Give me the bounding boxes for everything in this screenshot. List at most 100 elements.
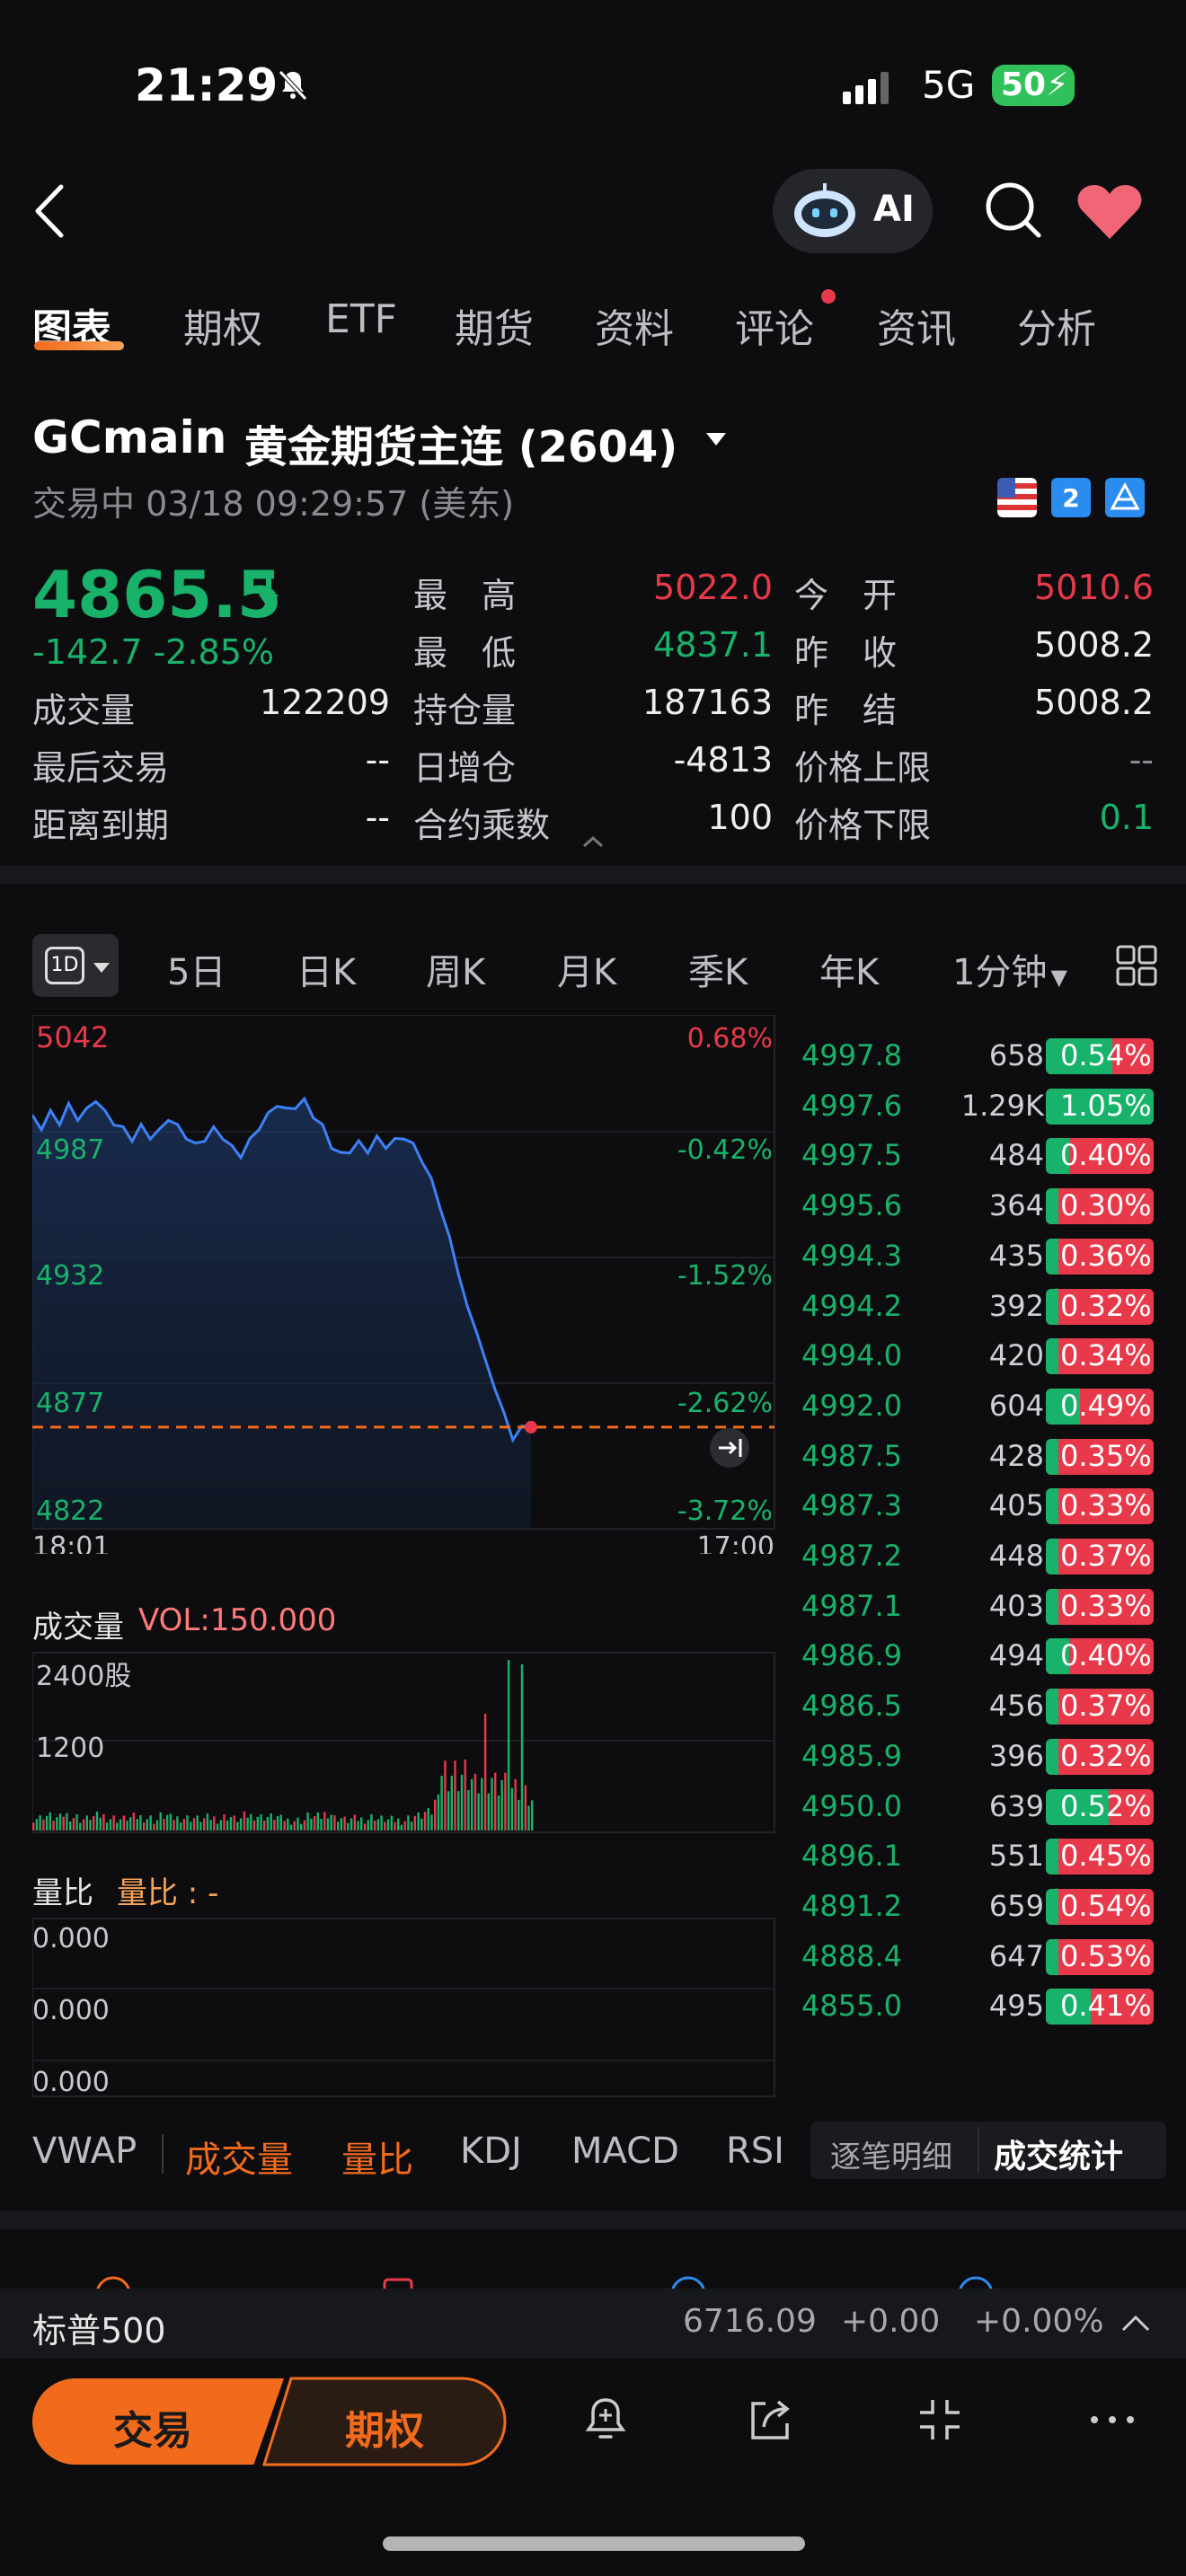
period-5d[interactable]: 5日: [167, 952, 226, 993]
jump-to-latest-icon[interactable]: [710, 1428, 749, 1468]
volume-bar: [417, 1812, 420, 1831]
volume-bar: [219, 1820, 222, 1831]
volume-bar: [353, 1814, 356, 1831]
indicator-vwap[interactable]: VWAP: [32, 2130, 137, 2172]
volume-bar: [427, 1808, 429, 1831]
tab-etf[interactable]: ETF: [325, 296, 397, 342]
order-volume: 658: [988, 1038, 1044, 1072]
period-week-k[interactable]: 周K: [426, 952, 486, 993]
order-ratio-bar: [1046, 1488, 1154, 1525]
intraday-chart[interactable]: 5042 4987 4932 4877 4822 0.68% -0.42% -1…: [32, 1015, 778, 1554]
volume-bar: [350, 1818, 353, 1831]
y-tick: 4932: [36, 1260, 104, 1292]
tab-tick-details[interactable]: 逐笔明细: [830, 2139, 952, 2175]
volume-bar: [477, 1793, 480, 1831]
volume-bar: [370, 1814, 373, 1831]
favorite-heart-icon[interactable]: [1076, 183, 1143, 241]
compress-icon[interactable]: [913, 2393, 967, 2447]
period-year-k[interactable]: 年K: [819, 952, 880, 993]
tab-trade-stats[interactable]: 成交统计: [994, 2139, 1124, 2175]
more-icon[interactable]: [1085, 2393, 1139, 2447]
tab-profile[interactable]: 资料: [595, 306, 674, 352]
period-1min-label: 1分钟: [952, 952, 1048, 993]
options-button[interactable]: [259, 2377, 507, 2466]
volume-bar: [390, 1815, 393, 1831]
grid-layout-icon[interactable]: [1116, 945, 1157, 986]
volume-bar: [289, 1824, 293, 1831]
order-price: 4994.0: [801, 1338, 902, 1373]
order-flow-row: 4994.2 392 0.32%: [801, 1280, 1161, 1330]
volume-bar: [126, 1821, 128, 1831]
indicator-macd[interactable]: MACD: [571, 2130, 679, 2172]
volume-bar: [85, 1815, 88, 1831]
settle-value: 5008.2: [1034, 683, 1154, 722]
order-percent: 0.32%: [1060, 1288, 1152, 1323]
tab-news[interactable]: 资讯: [877, 306, 956, 352]
volume-ratio-chart[interactable]: 0.000 0.000 0.000: [32, 1917, 778, 2098]
prev-close-value: 5008.2: [1034, 625, 1154, 665]
order-price: 4997.8: [801, 1038, 902, 1072]
volume-bar: [481, 1778, 483, 1831]
tab-analysis[interactable]: 分析: [1017, 306, 1096, 352]
volume-bar: [520, 1664, 524, 1831]
buy-ratio-fill: [1046, 1989, 1092, 2025]
buy-ratio-fill: [1046, 1539, 1059, 1575]
indicator-volume[interactable]: 成交量: [185, 2139, 293, 2181]
chevron-up-icon[interactable]: [1120, 2312, 1152, 2333]
buy-ratio-fill: [1046, 1888, 1059, 1925]
index-ticker-bar[interactable]: [0, 2289, 1186, 2359]
volume-bar: [407, 1815, 410, 1831]
period-1min[interactable]: 1分钟 ▼: [952, 943, 1067, 995]
volume-chart[interactable]: 2400股 1200: [32, 1651, 778, 1834]
order-volume: 420: [988, 1338, 1044, 1373]
y-tick: 4822: [36, 1495, 104, 1527]
pyramid-badge-icon: [1105, 478, 1145, 517]
order-volume: 659: [988, 1888, 1044, 1923]
order-percent: 0.32%: [1060, 1738, 1152, 1773]
volume-bar: [410, 1822, 413, 1831]
period-month-k[interactable]: 月K: [557, 952, 617, 993]
indicator-volume-ratio[interactable]: 量比: [341, 2139, 413, 2181]
buy-ratio-fill: [1046, 1188, 1059, 1225]
period-day-k[interactable]: 日K: [296, 952, 357, 993]
tab-futures[interactable]: 期货: [455, 306, 534, 352]
order-price: 4985.9: [801, 1738, 902, 1773]
order-flow-row: 4994.0 420 0.34%: [801, 1329, 1161, 1380]
order-price: 4986.9: [801, 1638, 902, 1673]
volume-bar: [320, 1819, 323, 1831]
price-area: [32, 1098, 531, 1529]
chevron-down-icon[interactable]: [706, 433, 726, 446]
last-trade-value: --: [365, 740, 390, 780]
back-icon[interactable]: [27, 180, 72, 243]
order-ratio-bar: [1046, 1888, 1154, 1925]
volume-bar: [206, 1813, 209, 1831]
instrument-symbol: GCmain: [32, 411, 227, 463]
low-label: 最 低: [413, 633, 517, 673]
volume-bar: [223, 1814, 226, 1831]
volume-bar: [119, 1819, 122, 1831]
tab-options[interactable]: 期权: [183, 306, 262, 352]
high-label: 最 高: [413, 576, 517, 615]
pct-tick: -1.52%: [677, 1260, 773, 1292]
chevron-up-icon[interactable]: [582, 835, 604, 848]
indicator-rsi[interactable]: RSI: [726, 2130, 784, 2172]
instrument-name[interactable]: 黄金期货主连 (2604): [244, 422, 678, 472]
ticker-name: 标普500: [32, 2311, 166, 2351]
period-1d-icon: 1D: [45, 947, 84, 984]
order-ratio-bar: [1046, 1038, 1154, 1074]
bell-muted-icon: [279, 70, 307, 101]
period-quarter-k[interactable]: 季K: [688, 952, 748, 993]
volume-bar: [464, 1760, 466, 1831]
price-alert-icon[interactable]: [579, 2393, 633, 2447]
share-icon[interactable]: [744, 2393, 798, 2447]
options-button-label: 期权: [345, 2408, 424, 2454]
order-price: 4994.2: [801, 1288, 902, 1323]
search-icon[interactable]: [983, 180, 1042, 239]
trade-button[interactable]: [32, 2378, 284, 2465]
order-flow-row: 4995.6 364 0.30%: [801, 1179, 1161, 1230]
order-volume: 396: [988, 1738, 1044, 1773]
indicator-kdj[interactable]: KDJ: [460, 2130, 522, 2172]
volume-bar: [323, 1812, 326, 1831]
volume-bars: [32, 1660, 534, 1831]
tab-comments[interactable]: 评论: [735, 306, 814, 352]
